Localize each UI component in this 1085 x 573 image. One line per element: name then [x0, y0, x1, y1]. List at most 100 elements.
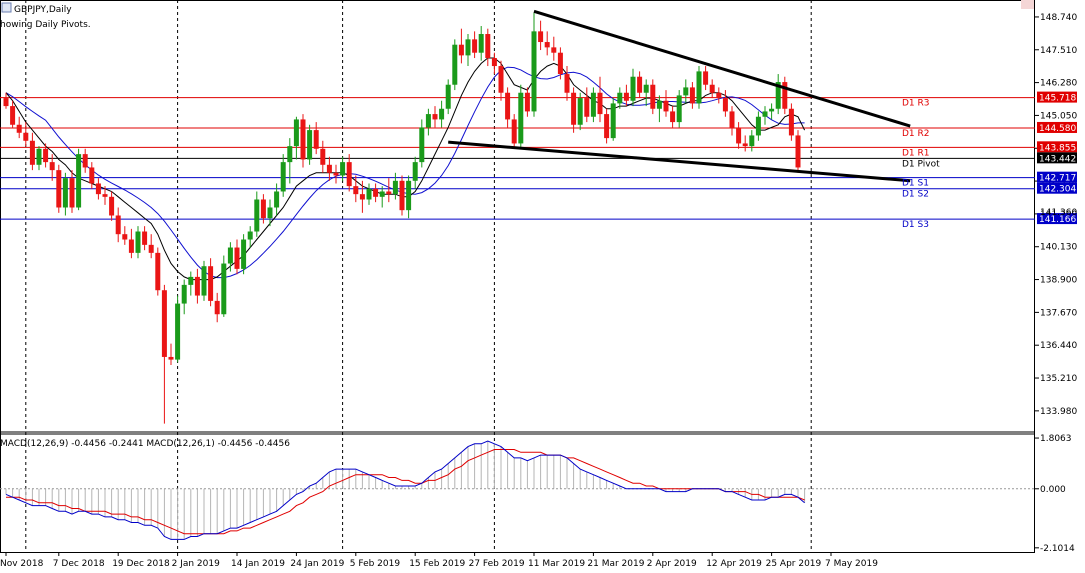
macd-title: MACD(12,26,9) -0.4456 -0.2441 MACD(12,26… — [0, 439, 290, 449]
candle-body — [128, 239, 134, 253]
plot-frame — [0, 0, 1035, 553]
candle-body — [749, 135, 755, 147]
candle-body — [89, 167, 95, 184]
candle-body — [214, 300, 220, 315]
candle-body — [577, 98, 583, 125]
y-tick-label: 146.280 — [1040, 79, 1077, 89]
candle-body — [557, 52, 563, 75]
candle-body — [29, 140, 35, 165]
candle-body — [663, 100, 669, 112]
candle-body — [49, 162, 55, 171]
candle-body — [689, 87, 695, 104]
candle-body — [696, 71, 702, 104]
x-tick-label: 27 Feb 2019 — [469, 559, 525, 569]
candle-body — [439, 108, 445, 120]
candle-body — [458, 44, 464, 56]
y-tick-label: 148.740 — [1040, 13, 1077, 23]
candle-body — [208, 266, 214, 301]
candle-body — [511, 119, 517, 144]
candle-body — [590, 92, 596, 117]
candle-body — [307, 130, 313, 160]
candle-body — [373, 188, 379, 197]
candle-body — [643, 84, 649, 93]
candle-body — [142, 231, 148, 245]
candle-body — [95, 183, 101, 195]
candle-body — [194, 276, 200, 296]
candle-body — [650, 84, 656, 109]
y-tick-label: 147.510 — [1040, 46, 1077, 56]
pivot-label: D1 R2 — [902, 129, 930, 139]
candle-body — [300, 119, 306, 160]
candle-body — [478, 34, 484, 53]
y-tick-label: 137.670 — [1040, 308, 1077, 318]
y-tick-label: 133.980 — [1040, 407, 1077, 417]
candle-body — [188, 276, 194, 285]
candle-body — [287, 146, 293, 163]
candle-body — [102, 194, 108, 197]
candle-body — [353, 186, 359, 195]
y-tick-label: 138.900 — [1040, 276, 1077, 286]
candle-body — [518, 92, 524, 144]
candle-body — [604, 114, 610, 139]
candle-body — [386, 191, 392, 195]
candle-body — [445, 84, 451, 109]
candle-body — [69, 178, 75, 208]
pivot-price-text: 141.166 — [1039, 215, 1076, 225]
candle-body — [340, 162, 346, 176]
candle-body — [16, 124, 22, 133]
macd-line — [5, 440, 805, 540]
x-tick-label: 24 Jan 2019 — [290, 559, 344, 569]
candle-body — [538, 31, 544, 43]
candle-body — [551, 47, 557, 53]
candle-body — [465, 39, 471, 56]
pivot-price-badge — [1037, 141, 1077, 153]
candle-body — [379, 191, 385, 197]
x-tick-label: 19 Dec 2018 — [112, 559, 170, 569]
y-tick-label-partial: 141.360 — [1040, 208, 1077, 218]
x-tick-label: 7 Dec 2018 — [53, 559, 105, 569]
candle-body — [630, 76, 636, 101]
candle-body — [221, 263, 227, 315]
chart-title: GBPJPY,Daily — [14, 5, 72, 15]
candle-body — [782, 82, 788, 109]
x-tick-label: 15 Feb 2019 — [409, 559, 465, 569]
candle-body — [181, 284, 187, 304]
macd-y-tick-label: -2.1014 — [1040, 544, 1075, 554]
candle-body — [716, 92, 722, 99]
pivot-price-text: 143.442 — [1039, 154, 1076, 164]
candle-body — [505, 92, 511, 120]
x-tick-label: 14 Jan 2019 — [231, 559, 285, 569]
candle-body — [762, 111, 768, 117]
candle-body — [161, 290, 167, 357]
moving-average-fast — [5, 57, 806, 281]
candle-body — [571, 92, 577, 125]
candle-body — [683, 87, 689, 96]
candle-body — [366, 188, 372, 200]
candle-body — [10, 106, 16, 125]
candle-body — [109, 196, 115, 216]
close-icon — [1021, 0, 1034, 9]
pivot-price-badge — [1037, 213, 1077, 225]
candle-body — [227, 247, 233, 264]
candle-body — [115, 215, 121, 235]
candle-body — [729, 111, 735, 128]
x-tick-label: Nov 2018 — [0, 559, 44, 569]
pivot-price-badge — [1037, 152, 1077, 164]
pivot-price-text: 145.718 — [1039, 94, 1076, 104]
pivot-price-badge — [1037, 171, 1077, 183]
candle-body — [280, 162, 286, 192]
x-tick-label: 7 May 2019 — [825, 559, 878, 569]
pivot-label: D1 S2 — [902, 190, 929, 200]
x-tick-label: 2 Apr 2019 — [647, 559, 697, 569]
candle-body — [795, 135, 801, 168]
candle-body — [623, 92, 629, 101]
candle-body — [491, 58, 497, 67]
x-tick-label: 5 Feb 2019 — [350, 559, 401, 569]
chart-subtitle: howing Daily Pivots. — [0, 20, 91, 30]
x-tick-label: 2 Jan 2019 — [172, 559, 220, 569]
macd-y-tick-label: 0.000 — [1040, 485, 1066, 495]
candle-body — [769, 108, 775, 112]
x-tick-label: 21 Mar 2019 — [587, 559, 644, 569]
candle-body — [82, 154, 88, 168]
